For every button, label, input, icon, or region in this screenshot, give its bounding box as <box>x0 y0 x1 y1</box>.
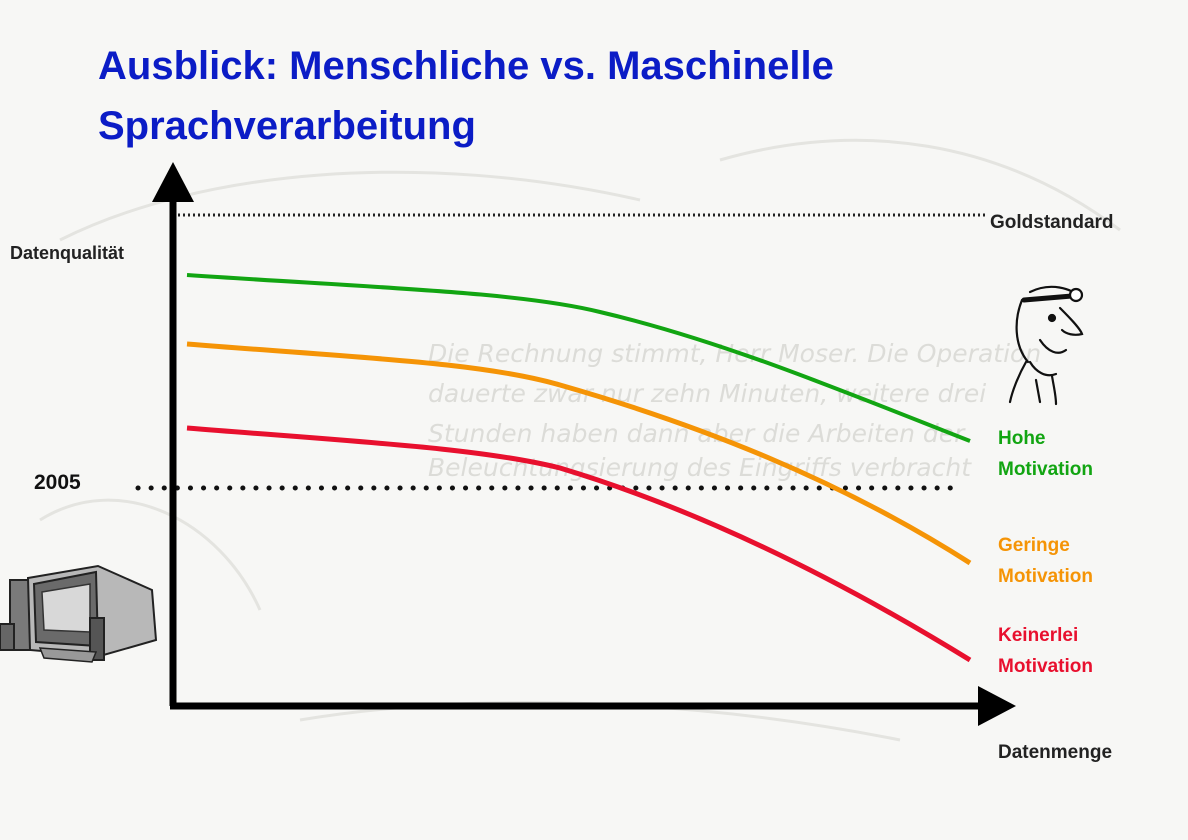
label-hohe-line2: Motivation <box>998 459 1093 480</box>
label-geringe-line2: Motivation <box>998 566 1093 587</box>
curve-keinerlei-motivation <box>186 425 972 663</box>
label-keinerlei-line2: Motivation <box>998 656 1093 677</box>
y-axis-arrowhead <box>152 162 194 202</box>
label-geringe-line1: Geringe <box>998 535 1070 556</box>
year-2005-label: 2005 <box>34 471 81 494</box>
axes <box>152 162 1016 726</box>
watermark-line-2: dauerte zwar nur zehn Minuten, weitere d… <box>428 379 986 408</box>
x-axis-label: Datenmenge <box>998 742 1112 763</box>
watermark-line-1: Die Rechnung stimmt, Herr Moser. Die Ope… <box>428 339 1041 368</box>
gold-standard-label: Goldstandard <box>990 212 1114 233</box>
curve-geringe-motivation <box>186 341 972 566</box>
desktop-computer-icon <box>0 564 158 663</box>
label-hohe-line1: Hohe <box>998 428 1046 449</box>
watermark-line-3: Stunden haben dann aber die Arbeiten der <box>428 419 966 448</box>
doctor-caricature-icon <box>1008 285 1084 406</box>
page-title-line-1: Ausblick: Menschliche vs. Maschinelle <box>98 44 834 88</box>
curve-hohe-motivation <box>186 273 971 443</box>
y-axis-label: Datenqualität <box>10 243 124 263</box>
label-keinerlei-line1: Keinerlei <box>998 625 1078 646</box>
page-title-line-2: Sprachverarbeitung <box>98 104 476 148</box>
x-axis-arrowhead <box>978 686 1016 726</box>
